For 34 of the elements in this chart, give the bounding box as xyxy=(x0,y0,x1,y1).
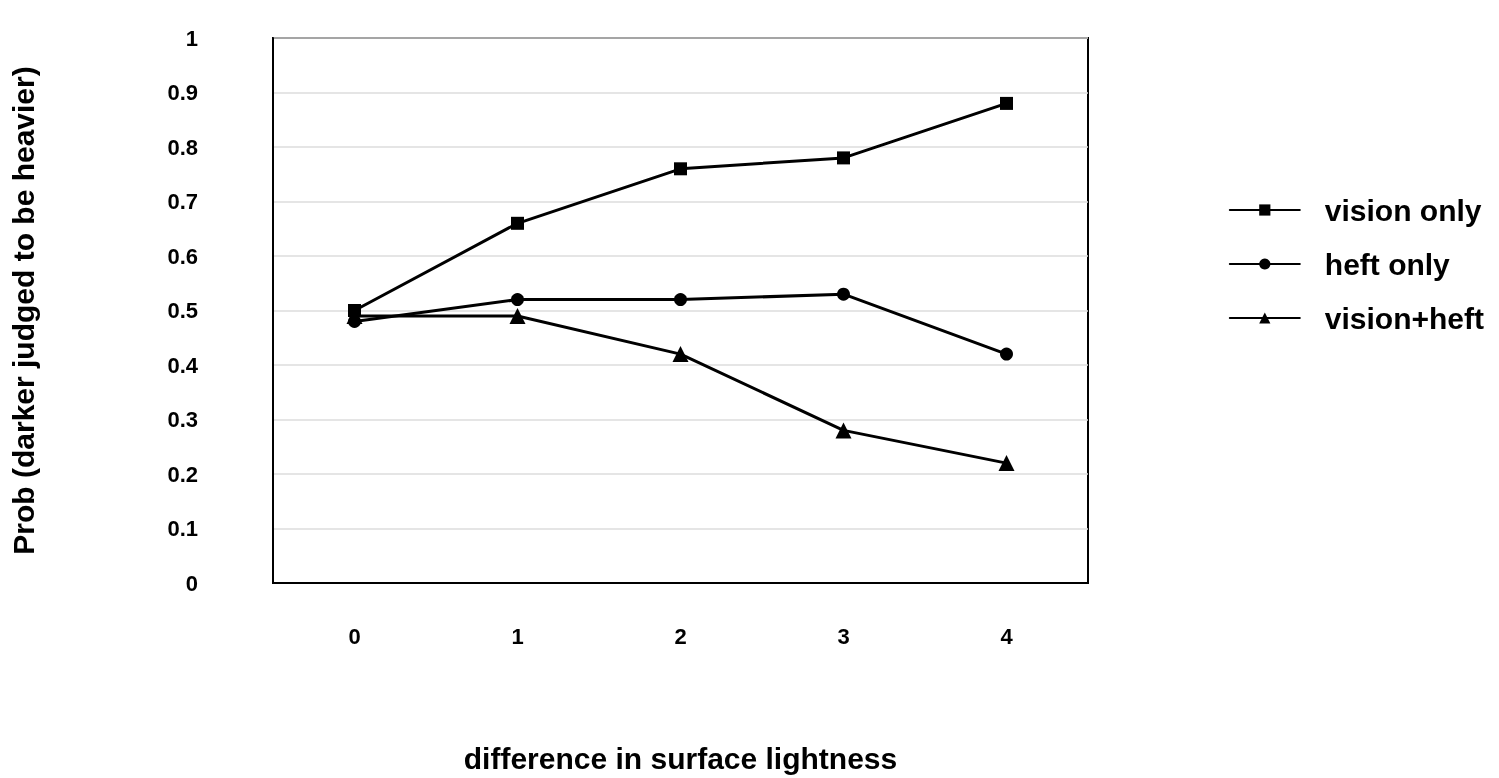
point xyxy=(674,293,687,307)
y-axis-title: Prob (darker judged to be heavier) xyxy=(6,66,40,555)
point xyxy=(511,216,524,230)
x-tick-label: 0 xyxy=(348,623,361,649)
point xyxy=(672,346,689,363)
x-tick-label: 2 xyxy=(674,623,687,649)
point xyxy=(674,162,687,176)
legend-label: heft only xyxy=(1324,247,1451,281)
y-tick-label: 0 xyxy=(185,570,198,596)
x-axis-title: difference in surface lightness xyxy=(463,741,898,775)
y-tick-label: 0.4 xyxy=(167,352,199,378)
point xyxy=(837,287,850,301)
y-tick-label: 0.7 xyxy=(167,189,198,214)
point xyxy=(509,307,526,324)
y-tick-label: 0.1 xyxy=(167,516,198,541)
point xyxy=(837,151,850,165)
y-tick-label: 0.6 xyxy=(167,243,198,269)
y-tick-label: 0.2 xyxy=(167,461,198,487)
legend-label: vision+heft xyxy=(1324,301,1485,335)
point xyxy=(1000,96,1013,110)
y-tick-label: 0.8 xyxy=(167,134,198,160)
point xyxy=(348,304,361,317)
x-tick-label: 4 xyxy=(1000,623,1014,649)
y-tick-label: 1 xyxy=(185,25,198,51)
point xyxy=(835,422,852,439)
legend-label: vision only xyxy=(1324,193,1482,227)
x-tick-label: 1 xyxy=(511,623,524,649)
x-tick-label: 3 xyxy=(837,623,850,649)
y-tick-label: 0.3 xyxy=(167,407,198,432)
y-tick-label: 0.9 xyxy=(167,80,198,105)
point xyxy=(1000,347,1013,361)
point xyxy=(511,293,524,307)
y-tick-label: 0.5 xyxy=(167,298,198,323)
point xyxy=(998,455,1015,472)
